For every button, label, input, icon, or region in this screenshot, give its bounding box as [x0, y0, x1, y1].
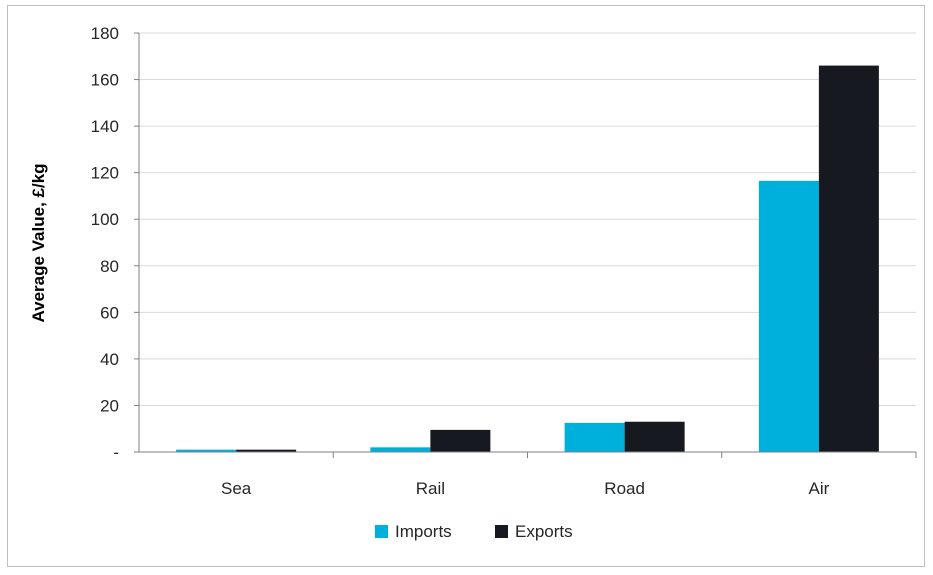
y-tick-label: -: [113, 443, 119, 462]
bar-exports-road: [624, 421, 685, 452]
y-tick-label: 100: [91, 210, 119, 229]
y-tick-label: 20: [100, 396, 119, 415]
legend-label-exports: Exports: [515, 522, 573, 541]
legend-swatch-imports: [375, 525, 388, 538]
y-axis-title: Average Value, £/kg: [29, 163, 48, 322]
y-tick-labels: - 20 40 60 80 100 120 140 160 180: [91, 24, 139, 462]
x-tick-label: Road: [604, 479, 645, 498]
y-tick-label: 60: [100, 303, 119, 322]
y-tick-label: 140: [91, 117, 119, 136]
bar-exports-sea: [236, 449, 297, 452]
bar-imports-sea: [176, 449, 237, 452]
x-tick-label: Rail: [416, 479, 445, 498]
x-tick-labels: Sea Rail Road Air: [221, 479, 830, 498]
y-tick-label: 160: [91, 71, 119, 90]
bar-exports-air: [818, 65, 879, 452]
x-tick-label: Air: [808, 479, 829, 498]
legend-swatch-exports: [495, 525, 508, 538]
x-tick-label: Sea: [221, 479, 252, 498]
y-tick-label: 80: [100, 257, 119, 276]
y-tick-label: 40: [100, 350, 119, 369]
bar-imports-road: [564, 422, 625, 452]
bar-imports-air: [758, 180, 819, 452]
y-tick-label: 180: [91, 24, 119, 43]
bar-imports-rail: [370, 447, 431, 452]
legend-label-imports: Imports: [395, 522, 452, 541]
axes: [138, 33, 917, 458]
legend: Imports Exports: [375, 522, 573, 541]
y-tick-label: 120: [91, 164, 119, 183]
bar-exports-rail: [430, 429, 491, 452]
bars: [176, 65, 879, 452]
